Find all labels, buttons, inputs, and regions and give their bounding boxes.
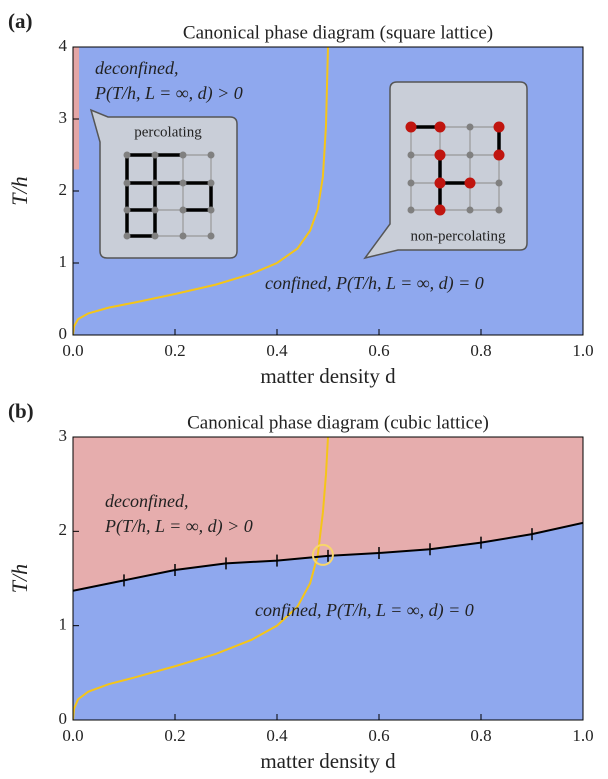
lattice-site: [207, 151, 215, 159]
chart-title: Canonical phase diagram (square lattice): [183, 22, 493, 43]
x-tick-label: 0.2: [164, 726, 185, 745]
percolation-curve: [73, 437, 329, 720]
lattice-site: [207, 206, 215, 214]
lattice-site: [151, 232, 159, 240]
x-axis-label: matter density d: [260, 749, 396, 773]
y-tick-label: 0: [59, 324, 68, 343]
x-tick-label: 0.6: [368, 341, 389, 360]
x-tick-label: 0.6: [368, 726, 389, 745]
lattice-site: [466, 151, 474, 159]
annotation: P(T/h, L = ∞, d) > 0: [94, 83, 243, 104]
y-tick-label: 2: [59, 180, 68, 199]
lattice-site: [434, 177, 446, 189]
inset-label: non-percolating: [411, 228, 506, 244]
x-axis-label: matter density d: [260, 364, 396, 388]
axes-frame: [72, 436, 584, 721]
y-tick-label: 1: [59, 252, 68, 271]
lattice-site: [493, 149, 505, 161]
x-tick-label: 1.0: [572, 341, 593, 360]
inset-label: percolating: [134, 124, 202, 140]
x-tick-label: 0.8: [470, 341, 491, 360]
lattice-site: [407, 206, 415, 214]
y-axis-label: T/h: [7, 564, 32, 593]
lattice-site: [466, 123, 474, 131]
plot-area: [73, 437, 583, 720]
crossing-marker: [311, 543, 334, 566]
x-tick-label: 0.4: [266, 726, 288, 745]
lattice-site: [151, 206, 159, 214]
lattice-site: [123, 151, 131, 159]
percolation-curve: [73, 47, 329, 335]
lattice-site: [207, 179, 215, 187]
annotation: P(T/h, L = ∞, d) > 0: [104, 516, 253, 537]
lattice-site: [123, 232, 131, 240]
lattice-site: [495, 179, 503, 187]
lattice-site: [123, 179, 131, 187]
lattice-site: [123, 206, 131, 214]
inset-bubble: [363, 81, 528, 260]
y-tick-label: 0: [59, 709, 68, 728]
lattice-site: [179, 206, 187, 214]
deconfined-region: [73, 437, 583, 591]
lattice-site: [493, 121, 505, 133]
lattice-site: [466, 206, 474, 214]
lattice-site: [151, 151, 159, 159]
annotation: confined, P(T/h, L = ∞, d) = 0: [255, 600, 474, 621]
y-tick-label: 3: [59, 108, 68, 127]
chart-title: Canonical phase diagram (cubic lattice): [187, 412, 489, 433]
x-tick-label: 0.2: [164, 341, 185, 360]
lattice-site: [405, 121, 417, 133]
y-tick-label: 4: [59, 36, 68, 55]
annotation: confined, P(T/h, L = ∞, d) = 0: [265, 273, 484, 294]
lattice-site: [179, 151, 187, 159]
lattice-site: [434, 149, 446, 161]
lattice-site: [179, 232, 187, 240]
lattice-site: [434, 121, 446, 133]
lattice-site: [464, 177, 476, 189]
annotation: deconfined,: [95, 58, 178, 78]
y-tick-label: 1: [59, 615, 68, 634]
x-tick-label: 0.8: [470, 726, 491, 745]
x-tick-label: 1.0: [572, 726, 593, 745]
x-tick-label: 0.0: [62, 341, 83, 360]
x-tick-label: 0.0: [62, 726, 83, 745]
panel-label: (b): [8, 399, 34, 423]
x-tick-label: 0.4: [266, 341, 288, 360]
lattice-site: [179, 179, 187, 187]
annotation: deconfined,: [105, 491, 188, 511]
lattice-site: [407, 179, 415, 187]
lattice-site: [407, 151, 415, 159]
y-tick-label: 3: [59, 426, 68, 445]
lattice-site: [495, 206, 503, 214]
y-axis-label: T/h: [7, 176, 32, 205]
deconfined-region: [73, 47, 80, 170]
lattice-site: [151, 179, 159, 187]
y-tick-label: 2: [59, 520, 68, 539]
lattice-site: [207, 232, 215, 240]
panel-label: (a): [8, 9, 33, 33]
lattice-site: [434, 204, 446, 216]
